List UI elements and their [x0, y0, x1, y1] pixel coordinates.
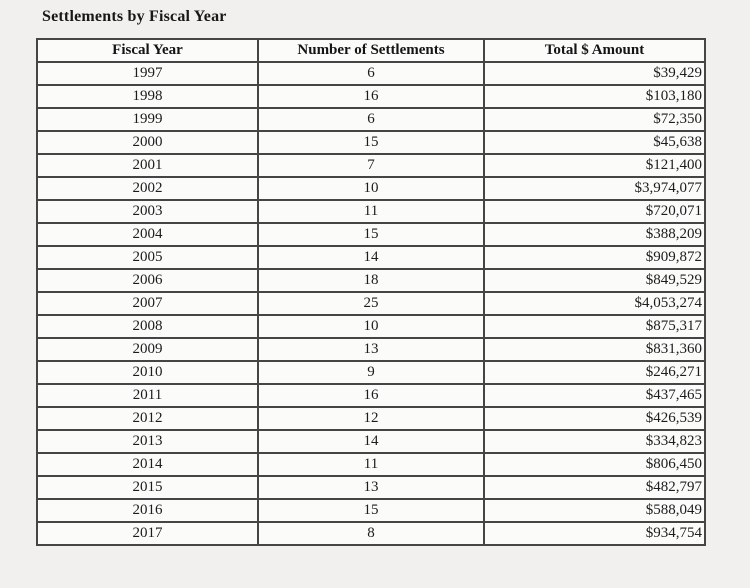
settlements-count-cell: 14 [257, 429, 485, 454]
fiscal-year-cell: 2004 [36, 222, 259, 247]
total-amount-cell: $72,350 [483, 107, 706, 132]
table-row: 2012 12 $426,539 [36, 406, 706, 431]
settlements-table: Fiscal Year Number of Settlements Total … [36, 38, 706, 546]
fiscal-year-cell: 2014 [36, 452, 259, 477]
header-number-of-settlements: Number of Settlements [257, 38, 485, 63]
fiscal-year-cell: 2016 [36, 498, 259, 523]
settlements-count-cell: 13 [257, 475, 485, 500]
table-row: 2003 11 $720,071 [36, 199, 706, 224]
table-row: 2009 13 $831,360 [36, 337, 706, 362]
table-row: 2015 13 $482,797 [36, 475, 706, 500]
total-amount-cell: $437,465 [483, 383, 706, 408]
settlements-count-cell: 25 [257, 291, 485, 316]
fiscal-year-cell: 2006 [36, 268, 259, 293]
total-amount-cell: $426,539 [483, 406, 706, 431]
settlements-count-cell: 16 [257, 84, 485, 109]
fiscal-year-cell: 2005 [36, 245, 259, 270]
page-title: Settlements by Fiscal Year [42, 8, 227, 25]
settlements-count-cell: 18 [257, 268, 485, 293]
fiscal-year-cell: 2008 [36, 314, 259, 339]
total-amount-cell: $720,071 [483, 199, 706, 224]
total-amount-cell: $909,872 [483, 245, 706, 270]
table-row: 1998 16 $103,180 [36, 84, 706, 109]
settlements-count-cell: 15 [257, 222, 485, 247]
header-total-amount: Total $ Amount [483, 38, 706, 63]
fiscal-year-cell: 2017 [36, 521, 259, 546]
total-amount-cell: $806,450 [483, 452, 706, 477]
fiscal-year-cell: 2002 [36, 176, 259, 201]
total-amount-cell: $45,638 [483, 130, 706, 155]
settlements-count-cell: 12 [257, 406, 485, 431]
table-row: 2010 9 $246,271 [36, 360, 706, 385]
total-amount-cell: $246,271 [483, 360, 706, 385]
header-fiscal-year: Fiscal Year [36, 38, 259, 63]
total-amount-cell: $3,974,077 [483, 176, 706, 201]
fiscal-year-cell: 2013 [36, 429, 259, 454]
settlements-count-cell: 9 [257, 360, 485, 385]
table-row: 2011 16 $437,465 [36, 383, 706, 408]
settlements-count-cell: 15 [257, 130, 485, 155]
total-amount-cell: $39,429 [483, 61, 706, 86]
fiscal-year-cell: 2010 [36, 360, 259, 385]
settlements-count-cell: 10 [257, 176, 485, 201]
table-row: 2008 10 $875,317 [36, 314, 706, 339]
fiscal-year-cell: 2000 [36, 130, 259, 155]
total-amount-cell: $121,400 [483, 153, 706, 178]
total-amount-cell: $103,180 [483, 84, 706, 109]
table-row: 2001 7 $121,400 [36, 153, 706, 178]
table-row: 2005 14 $909,872 [36, 245, 706, 270]
table-row: 2007 25 $4,053,274 [36, 291, 706, 316]
settlements-count-cell: 13 [257, 337, 485, 362]
settlements-count-cell: 6 [257, 61, 485, 86]
table-row: 2002 10 $3,974,077 [36, 176, 706, 201]
total-amount-cell: $482,797 [483, 475, 706, 500]
fiscal-year-cell: 1998 [36, 84, 259, 109]
fiscal-year-cell: 2011 [36, 383, 259, 408]
total-amount-cell: $388,209 [483, 222, 706, 247]
fiscal-year-cell: 2007 [36, 291, 259, 316]
total-amount-cell: $4,053,274 [483, 291, 706, 316]
fiscal-year-cell: 2009 [36, 337, 259, 362]
table-row: 2006 18 $849,529 [36, 268, 706, 293]
fiscal-year-cell: 2003 [36, 199, 259, 224]
table-body: 1997 6 $39,429 1998 16 $103,180 1999 6 $72,350 20… [36, 61, 706, 546]
total-amount-cell: $334,823 [483, 429, 706, 454]
table-row: 2013 14 $334,823 [36, 429, 706, 454]
settlements-count-cell: 6 [257, 107, 485, 132]
table-row: 2000 15 $45,638 [36, 130, 706, 155]
fiscal-year-cell: 1999 [36, 107, 259, 132]
fiscal-year-cell: 2012 [36, 406, 259, 431]
total-amount-cell: $875,317 [483, 314, 706, 339]
table-row: 1997 6 $39,429 [36, 61, 706, 86]
fiscal-year-cell: 2001 [36, 153, 259, 178]
table-row: 2017 8 $934,754 [36, 521, 706, 546]
settlements-count-cell: 10 [257, 314, 485, 339]
table-row: 2016 15 $588,049 [36, 498, 706, 523]
total-amount-cell: $849,529 [483, 268, 706, 293]
table-row: 2004 15 $388,209 [36, 222, 706, 247]
settlements-count-cell: 11 [257, 199, 485, 224]
table-row: 1999 6 $72,350 [36, 107, 706, 132]
settlements-count-cell: 16 [257, 383, 485, 408]
fiscal-year-cell: 1997 [36, 61, 259, 86]
fiscal-year-cell: 2015 [36, 475, 259, 500]
settlements-count-cell: 11 [257, 452, 485, 477]
table-header-row: Fiscal Year Number of Settlements Total … [36, 38, 706, 63]
table-row: 2014 11 $806,450 [36, 452, 706, 477]
settlements-count-cell: 15 [257, 498, 485, 523]
total-amount-cell: $934,754 [483, 521, 706, 546]
total-amount-cell: $831,360 [483, 337, 706, 362]
settlements-count-cell: 8 [257, 521, 485, 546]
total-amount-cell: $588,049 [483, 498, 706, 523]
settlements-count-cell: 7 [257, 153, 485, 178]
settlements-count-cell: 14 [257, 245, 485, 270]
